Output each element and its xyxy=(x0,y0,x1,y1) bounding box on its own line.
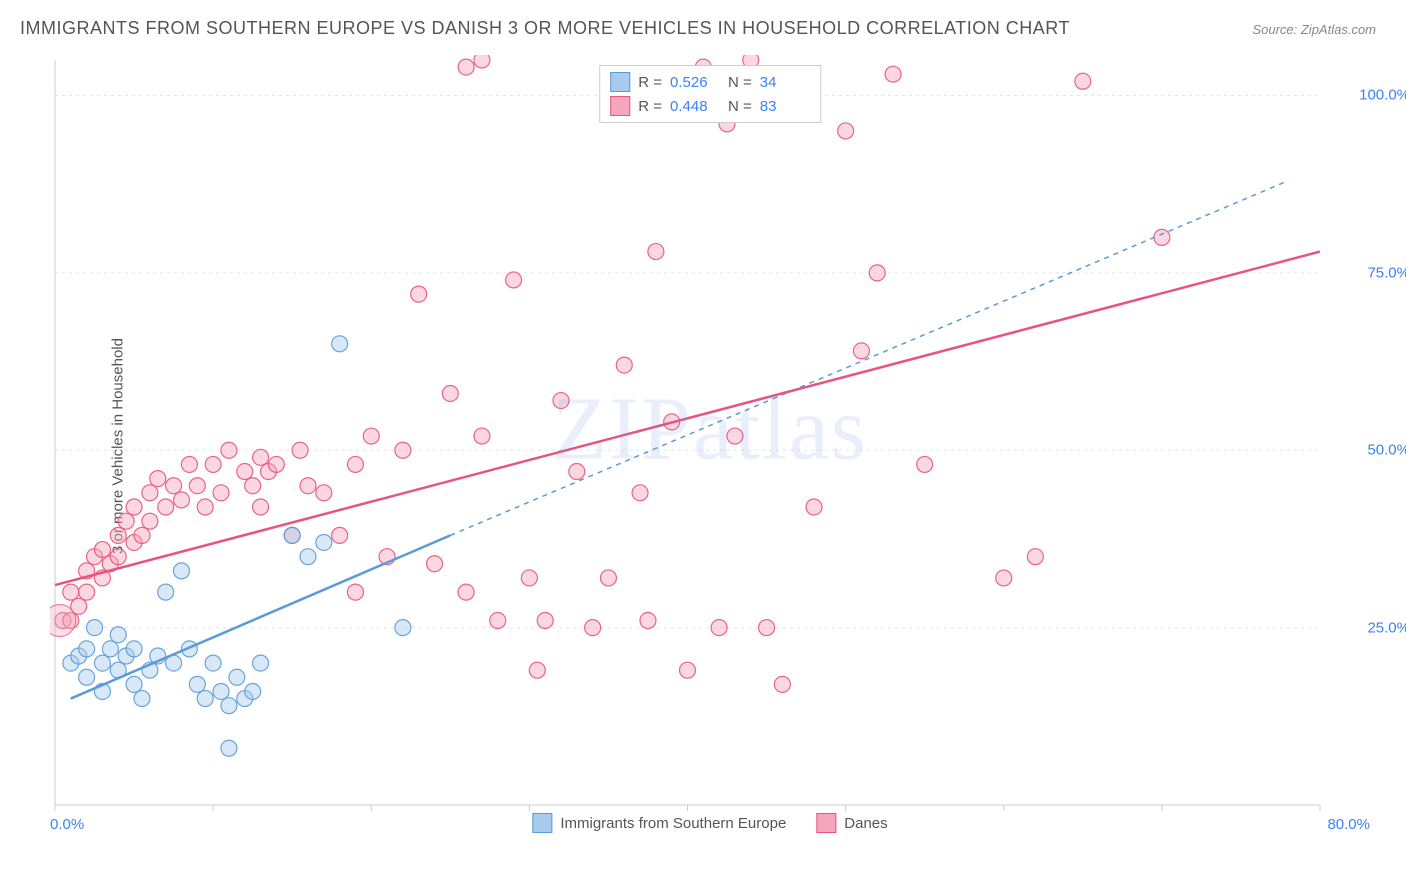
legend-label-pink: Danes xyxy=(844,815,887,832)
scatter-chart-svg xyxy=(50,55,1370,835)
series-legend: Immigrants from Southern Europe Danes xyxy=(532,813,887,833)
r-value-blue: 0.526 xyxy=(670,74,720,91)
legend-item-pink: Danes xyxy=(816,813,887,833)
r-value-pink: 0.448 xyxy=(670,98,720,115)
y-tick-label: 75.0% xyxy=(1367,264,1406,281)
x-axis-max: 80.0% xyxy=(1327,816,1370,833)
n-value-pink: 83 xyxy=(760,98,810,115)
swatch-blue-icon xyxy=(532,813,552,833)
r-label: R = xyxy=(638,98,662,115)
y-tick-label: 100.0% xyxy=(1359,87,1406,104)
swatch-pink xyxy=(610,96,630,116)
x-axis-min: 0.0% xyxy=(50,816,84,833)
legend-label-blue: Immigrants from Southern Europe xyxy=(560,815,786,832)
source-attribution: Source: ZipAtlas.com xyxy=(1252,22,1376,37)
legend-row-blue: R = 0.526 N = 34 xyxy=(610,70,810,94)
y-tick-label: 50.0% xyxy=(1367,442,1406,459)
legend-item-blue: Immigrants from Southern Europe xyxy=(532,813,786,833)
swatch-pink-icon xyxy=(816,813,836,833)
correlation-legend: R = 0.526 N = 34 R = 0.448 N = 83 xyxy=(599,65,821,123)
swatch-blue xyxy=(610,72,630,92)
r-label: R = xyxy=(638,74,662,91)
chart-title: IMMIGRANTS FROM SOUTHERN EUROPE VS DANIS… xyxy=(20,18,1070,39)
legend-row-pink: R = 0.448 N = 83 xyxy=(610,94,810,118)
n-label: N = xyxy=(728,74,752,91)
n-label: N = xyxy=(728,98,752,115)
plot-area: ZIPatlas R = 0.526 N = 34 R = 0.448 N = … xyxy=(50,55,1370,835)
y-tick-label: 25.0% xyxy=(1367,619,1406,636)
n-value-blue: 34 xyxy=(760,74,810,91)
